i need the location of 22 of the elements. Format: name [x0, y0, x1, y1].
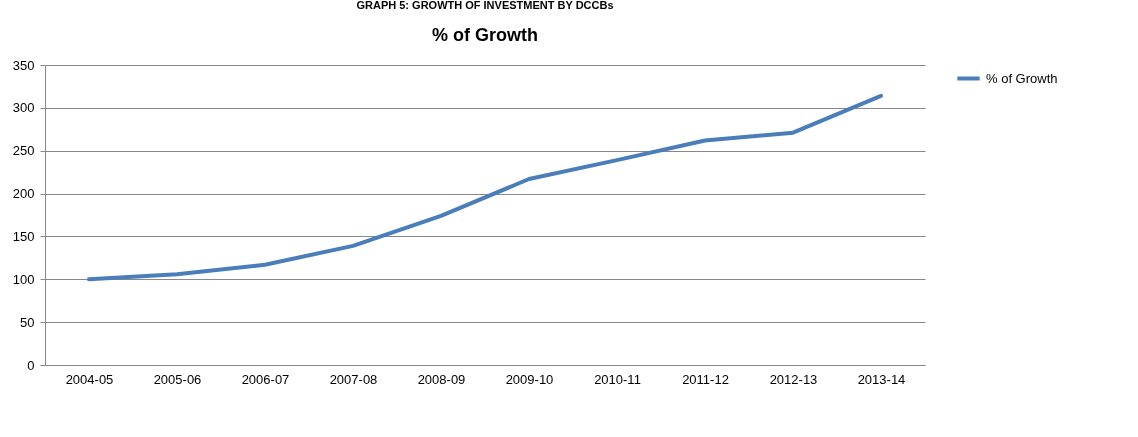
y-tick-label: 50 — [20, 314, 35, 330]
line-series — [87, 93, 883, 282]
x-tick-label: 2008-09 — [417, 371, 466, 387]
x-tick-label: 2004-05 — [65, 371, 114, 387]
x-tick-label: 2012-13 — [769, 371, 818, 387]
x-tick-label: 2006-07 — [241, 371, 290, 387]
y-tick-label: 250 — [12, 143, 35, 159]
y-tick-label: 300 — [12, 100, 35, 116]
y-tick-label: 150 — [12, 228, 35, 244]
x-tick-label: 2010-11 — [594, 371, 641, 387]
x-tick-label: 2013-14 — [857, 371, 906, 387]
caption: GRAPH 5: GROWTH OF INVESTMENT BY DCCBs — [356, 0, 614, 11]
chart-title: % of Growth — [432, 25, 538, 45]
y-tick-label: 100 — [12, 271, 35, 287]
y-tick-label: 0 — [27, 357, 35, 373]
x-tick-label: 2011-12 — [682, 371, 729, 387]
legend-label: % of Growth — [986, 70, 1058, 86]
y-tick-label: 200 — [12, 186, 35, 202]
x-tick-label: 2009-10 — [505, 371, 554, 387]
x-tick-label: 2005-06 — [153, 371, 202, 387]
x-tick-label: 2007-08 — [329, 371, 378, 387]
y-tick-label: 350 — [12, 57, 35, 73]
